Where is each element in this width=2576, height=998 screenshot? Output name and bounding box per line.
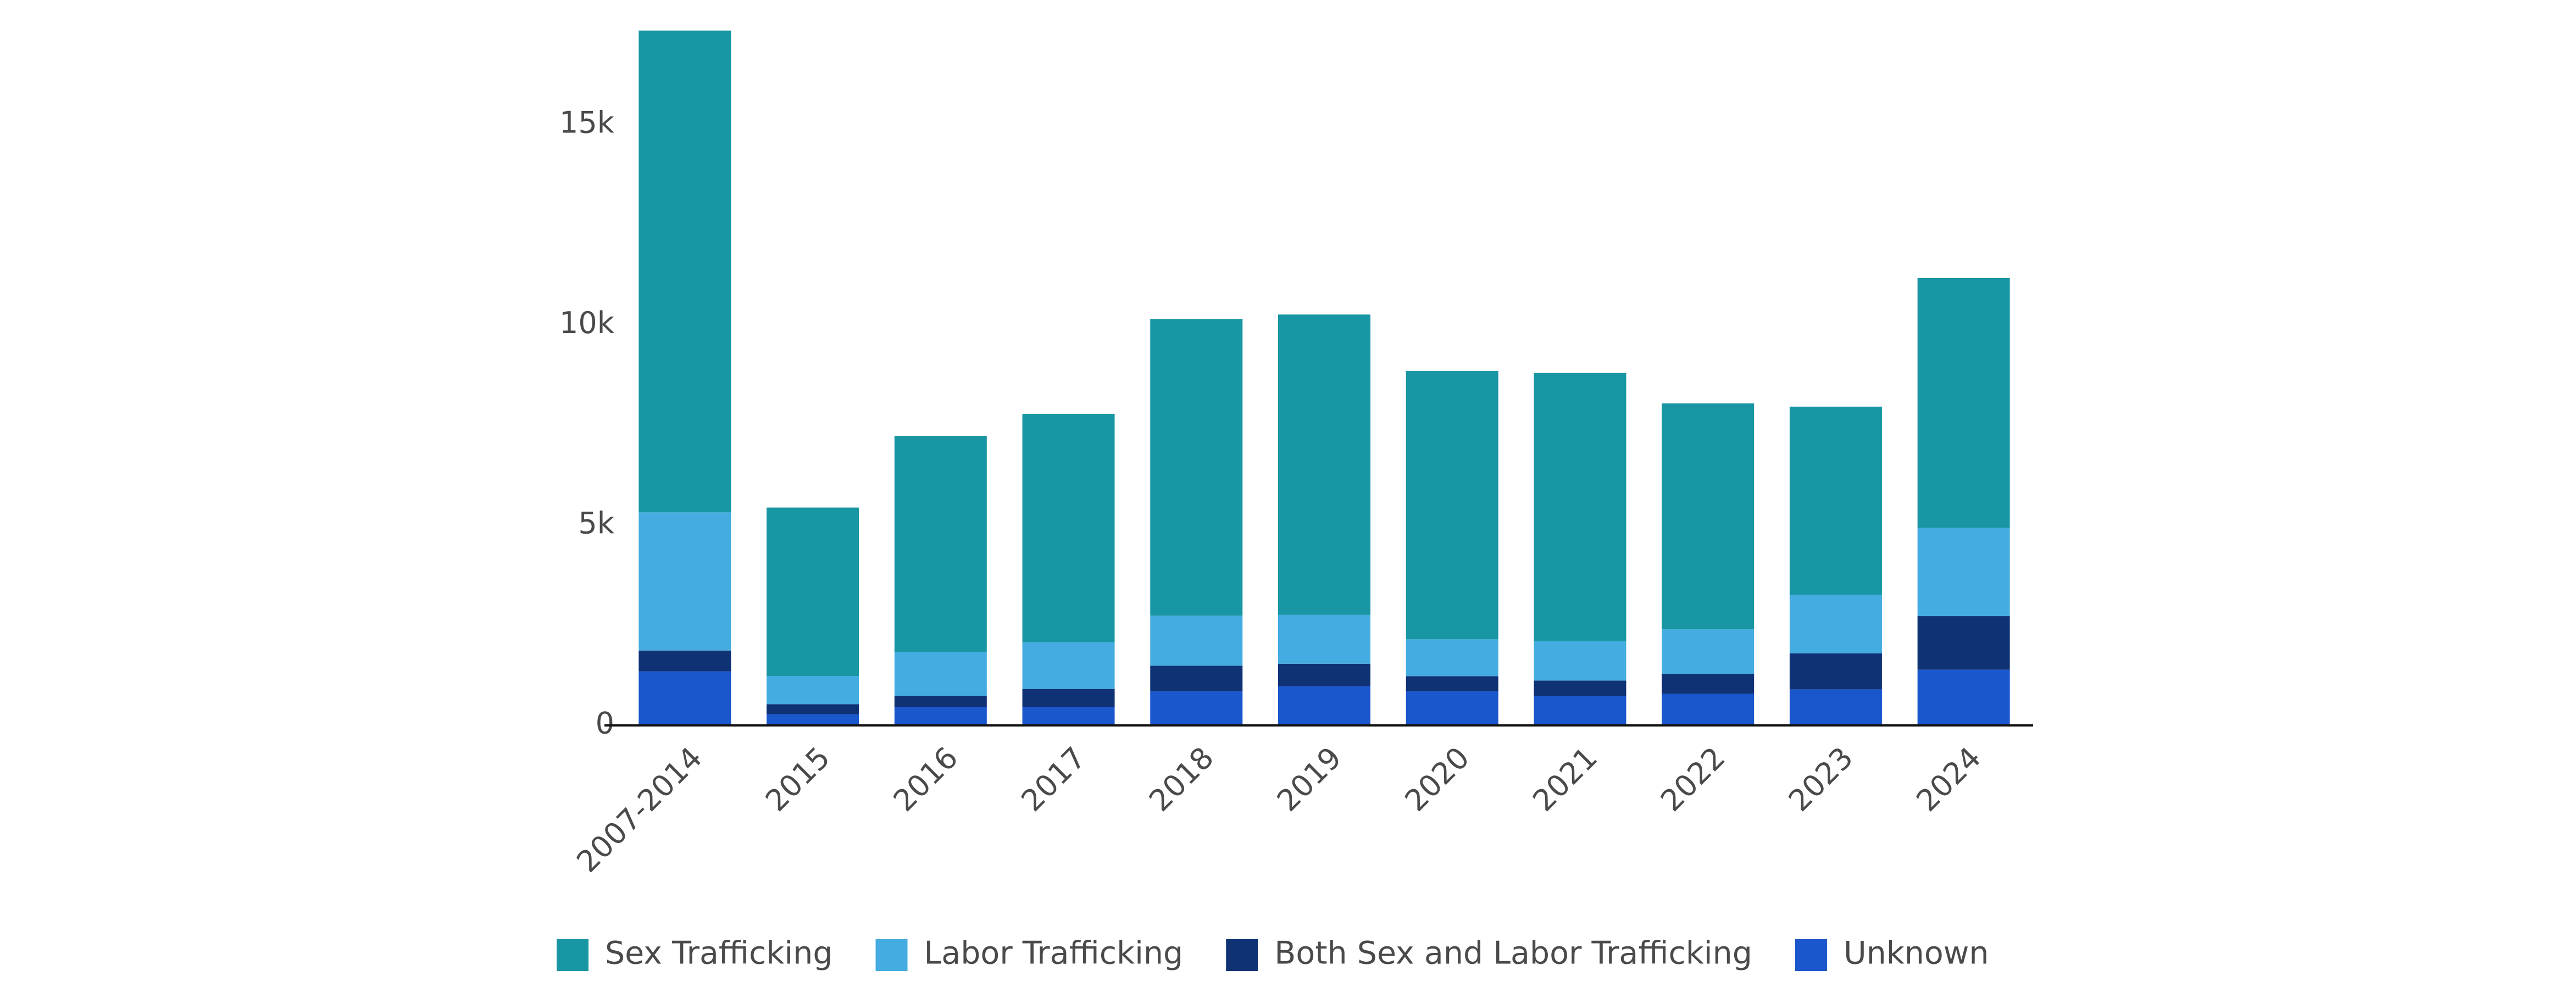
y-axis-ticks: 0 5k 10k 15k	[559, 106, 615, 741]
bar-segment-labor-trafficking	[1917, 528, 2010, 617]
x-tick-label: 2018	[1142, 740, 1220, 818]
legend-label: Unknown	[1844, 935, 1989, 972]
bar-segment-sex-trafficking	[1534, 373, 1626, 641]
bar-segment-labor-trafficking	[1278, 614, 1370, 664]
bar-segment-unknown	[1534, 696, 1626, 725]
x-tick-label: 2007-2014	[570, 740, 709, 879]
bar-segment-sex-trafficking	[894, 436, 987, 652]
bar-segment-both-sex-and-labor-trafficking	[767, 704, 859, 714]
x-tick-label: 2016	[887, 740, 965, 818]
y-tick-label: 10k	[559, 306, 615, 340]
legend-item-labor-trafficking: Labor Trafficking	[875, 935, 1184, 972]
bar-segment-sex-trafficking	[1662, 403, 1755, 630]
bar-segment-unknown	[1406, 691, 1498, 725]
legend: Sex Trafficking Labor Trafficking Both Sex…	[557, 935, 1989, 972]
bar-segment-sex-trafficking	[1022, 414, 1115, 642]
x-tick-label: 2020	[1398, 740, 1476, 818]
legend-swatch	[1795, 939, 1827, 971]
legend-label: Sex Trafficking	[605, 935, 833, 972]
bar-segment-both-sex-and-labor-trafficking	[1150, 666, 1243, 692]
bar-segment-both-sex-and-labor-trafficking	[1789, 653, 1882, 690]
legend-item-sex-trafficking: Sex Trafficking	[557, 935, 833, 972]
bar-segment-sex-trafficking	[1917, 278, 2010, 528]
bar-segment-unknown	[894, 707, 987, 725]
x-tick-label: 2015	[759, 740, 837, 818]
bar-segment-sex-trafficking	[1789, 406, 1882, 595]
bar-segment-unknown	[1789, 689, 1882, 725]
bar-segment-labor-trafficking	[1789, 595, 1882, 653]
bar-segment-unknown	[1150, 691, 1243, 725]
bar-segment-labor-trafficking	[1662, 629, 1755, 674]
bar-segment-both-sex-and-labor-trafficking	[1917, 616, 2010, 670]
bar-segment-labor-trafficking	[894, 652, 987, 696]
bar-segment-both-sex-and-labor-trafficking	[1406, 676, 1498, 692]
legend-item-both-sex-and-labor-trafficking: Both Sex and Labor Trafficking	[1226, 935, 1752, 972]
bar-segment-unknown	[1662, 694, 1755, 725]
legend-item-unknown: Unknown	[1795, 935, 1989, 972]
x-tick-label: 2022	[1654, 740, 1732, 818]
bar-segment-labor-trafficking	[1150, 616, 1243, 666]
bar-segment-labor-trafficking	[1406, 639, 1498, 677]
bar-segment-sex-trafficking	[1278, 314, 1370, 615]
y-tick-label: 0	[596, 706, 614, 741]
bars	[639, 30, 2010, 725]
y-tick-label: 5k	[578, 506, 614, 540]
bar-segment-unknown	[1022, 707, 1115, 725]
bar-segment-labor-trafficking	[1022, 642, 1115, 689]
bar-segment-sex-trafficking	[1406, 371, 1498, 640]
bar-segment-both-sex-and-labor-trafficking	[1278, 663, 1370, 686]
bar-segment-both-sex-and-labor-trafficking	[1022, 689, 1115, 707]
bar-segment-labor-trafficking	[639, 512, 731, 651]
x-tick-label: 2017	[1014, 740, 1092, 818]
bar-segment-both-sex-and-labor-trafficking	[1662, 673, 1755, 694]
x-tick-label: 2024	[1909, 740, 1987, 818]
bar-segment-unknown	[639, 671, 731, 725]
bar-segment-unknown	[1917, 669, 2010, 725]
x-tick-label: 2021	[1526, 740, 1604, 818]
bar-segment-both-sex-and-labor-trafficking	[639, 650, 731, 672]
x-tick-label: 2019	[1270, 740, 1348, 818]
x-axis-labels: 2007-2014 2015 2016 2017 2018 2019 2020 2021 202…	[570, 740, 1987, 879]
bar-segment-sex-trafficking	[1150, 319, 1243, 616]
legend-label: Labor Trafficking	[924, 935, 1184, 972]
legend-swatch	[875, 939, 908, 971]
bar-segment-unknown	[767, 714, 859, 725]
legend-swatch	[1226, 939, 1258, 971]
bar-segment-sex-trafficking	[639, 30, 731, 513]
bar-segment-both-sex-and-labor-trafficking	[1534, 680, 1626, 696]
bar-segment-labor-trafficking	[767, 676, 859, 705]
x-tick-label: 2023	[1782, 740, 1860, 818]
bar-segment-sex-trafficking	[767, 507, 859, 677]
bar-segment-unknown	[1278, 686, 1370, 725]
y-tick-label: 15k	[559, 106, 615, 140]
bar-segment-labor-trafficking	[1534, 641, 1626, 681]
bar-segment-both-sex-and-labor-trafficking	[894, 696, 987, 707]
legend-label: Both Sex and Labor Trafficking	[1274, 935, 1752, 972]
legend-swatch	[557, 939, 589, 971]
